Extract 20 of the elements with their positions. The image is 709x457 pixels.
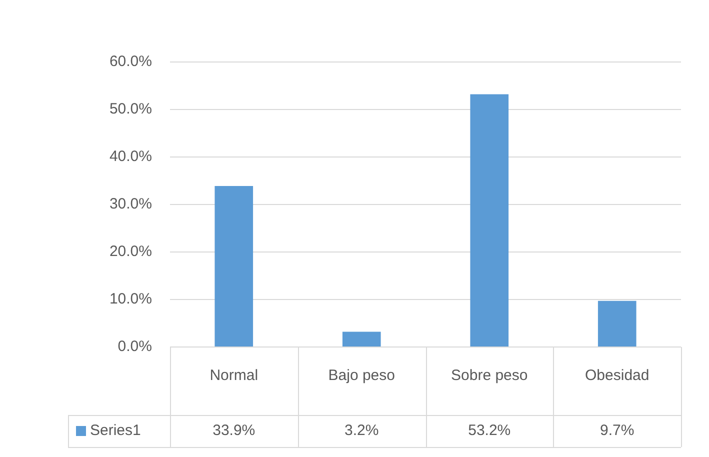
y-tick-label: 30.0% [109,196,152,213]
y-tick-label: 20.0% [109,243,152,260]
y-tick-label: 50.0% [109,100,152,118]
bar [342,332,381,346]
x-tick-label: Bajo peso [328,367,395,384]
data-label: 9.7% [600,422,634,440]
data-label: 53.2% [468,422,511,440]
bar [214,186,254,346]
y-tick-label: 60.0% [109,53,152,70]
x-tick-label: Obesidad [585,367,650,384]
y-tick-label: 0.0% [118,338,152,356]
bar [470,94,509,346]
x-tick-label: Sobre peso [451,367,528,384]
data-label: 33.9% [212,422,256,440]
data-label: 3.2% [344,422,379,440]
y-tick-label: 40.0% [109,148,152,166]
legend-label: Series1 [90,422,141,440]
bar [598,300,636,346]
x-tick-label: Normal [210,367,258,384]
y-tick-label: 10.0% [109,290,152,308]
